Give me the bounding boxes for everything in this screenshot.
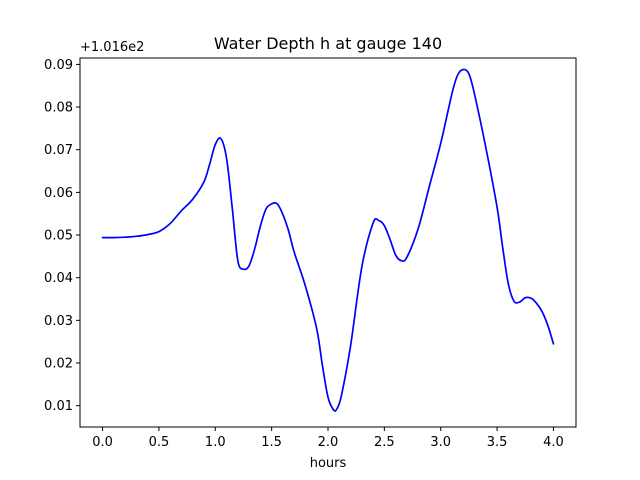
y-tick-label: 0.09 xyxy=(44,58,73,73)
y-tick-label: 0.02 xyxy=(44,357,73,372)
y-axis-offset-label: +1.016e2 xyxy=(80,40,144,55)
x-axis-label: hours xyxy=(310,456,347,471)
series-line-0 xyxy=(101,68,555,412)
x-tick-label: 3.0 xyxy=(430,435,451,450)
x-tick-label: 1.0 xyxy=(205,435,226,450)
x-tick-label: 1.5 xyxy=(261,435,282,450)
x-tick-label: 3.5 xyxy=(487,435,508,450)
y-tick-label: 0.08 xyxy=(44,101,73,116)
y-tick-label: 0.06 xyxy=(44,186,73,201)
x-tick-label: 0.0 xyxy=(92,435,113,450)
plot-frame xyxy=(79,57,577,428)
y-tick-label: 0.04 xyxy=(44,271,73,286)
x-tick-label: 0.5 xyxy=(149,435,170,450)
x-tick-label: 2.0 xyxy=(318,435,339,450)
y-tick-label: 0.03 xyxy=(44,314,73,329)
plot-area xyxy=(101,68,555,412)
y-axis-ticks: 0.01 0.02 0.03 0.04 0.05 0.06 0.07 0.08 0.09 xyxy=(44,58,80,414)
chart-title: Water Depth h at gauge 140 xyxy=(214,34,442,53)
x-tick-label: 4.0 xyxy=(543,435,564,450)
x-tick-label: 2.5 xyxy=(374,435,395,450)
y-tick-label: 0.01 xyxy=(44,399,73,414)
x-axis-ticks: 0.0 0.5 1.0 1.5 2.0 2.5 3.0 3.5 4.0 xyxy=(92,427,564,450)
y-tick-label: 0.07 xyxy=(44,143,73,158)
y-tick-label: 0.05 xyxy=(44,229,73,244)
